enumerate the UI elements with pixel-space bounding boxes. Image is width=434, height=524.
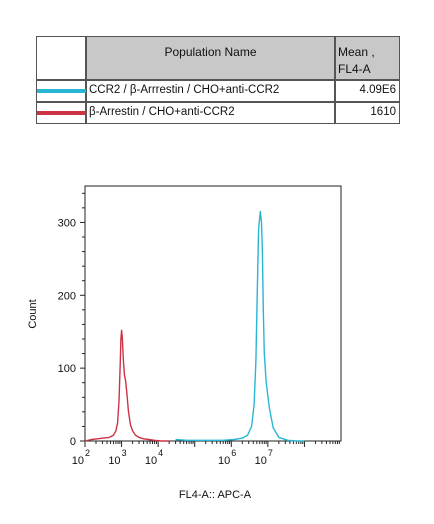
legend-swatch-header-cell [36,36,86,80]
legend-row-1-name-cell: CCR2 / β-Arrrestin / CHO+anti-CCR2 [86,80,335,102]
legend-row-1-swatch-cell [36,80,87,102]
legend-row-2-name-cell: β-Arrestin / CHO+anti-CCR2 [86,102,335,124]
x-tick-label: 10 [72,455,84,467]
histogram-series-2 [175,210,305,442]
series-lines [84,210,305,442]
x-tick-label: 10 [145,455,157,467]
x-axis-label: FL4-A:: APC-A [179,489,252,501]
y-tick-label: 300 [58,217,76,229]
legend-row-2-mean-cell: 1610 [335,102,400,124]
population-name-header-text: Population Name [164,45,257,59]
x-tick-label-exponent: 3 [122,448,127,458]
legend-row-2-mean: 1610 [370,106,396,118]
x-tick-label-exponent: 4 [158,448,163,458]
histogram-series-1 [84,329,170,442]
x-tick-label: 10 [255,455,267,467]
x-tick-label-exponent: 7 [268,448,273,458]
legend-row-1-mean: 4.09E6 [359,84,396,96]
population-name-header: Population Name [86,36,335,80]
y-axis-label: Count [27,299,39,328]
legend-row-2-swatch-cell [36,102,87,124]
mean-header: Mean , FL4-A [335,36,400,80]
x-tick-label-exponent: 2 [85,448,90,458]
x-tick-label: 10 [218,455,230,467]
legend-row-1-mean-cell: 4.09E6 [335,80,400,102]
legend-row-1-name: CCR2 / β-Arrrestin / CHO+anti-CCR2 [89,84,280,96]
x-tick-label: 10 [108,455,120,467]
y-axis: 0 100 200 300 [58,192,85,448]
mean-header-line2: FL4-A [338,62,371,76]
y-tick-label: 200 [58,290,76,302]
mean-header-line1: Mean , [338,45,375,59]
plot-area [84,185,342,442]
legend-swatch-red [37,111,87,115]
x-tick-label-exponent: 6 [231,448,236,458]
legend-row-2-name: β-Arrestin / CHO+anti-CCR2 [89,106,235,118]
legend-swatch-cyan [37,89,87,93]
legend-table: Population Name Mean , FL4-A CCR2 / β-Ar… [36,36,400,124]
y-tick-label: 0 [70,436,76,448]
y-tick-label: 100 [58,363,76,375]
